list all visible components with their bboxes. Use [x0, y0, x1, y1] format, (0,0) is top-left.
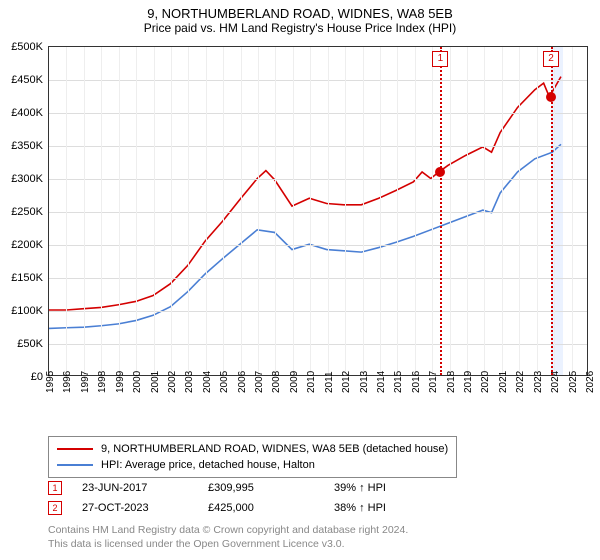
- x-tick: 2007: [254, 371, 265, 393]
- x-tick: 2025: [568, 371, 579, 393]
- sale-row: 1 23-JUN-2017 £309,995 39% ↑ HPI: [48, 478, 588, 498]
- sales-table: 1 23-JUN-2017 £309,995 39% ↑ HPI 2 27-OCT-202…: [48, 478, 588, 518]
- y-tick: £400K: [11, 107, 49, 119]
- x-tick: 2017: [428, 371, 439, 393]
- x-tick: 1999: [115, 371, 126, 393]
- attribution-line: Contains HM Land Registry data © Crown c…: [48, 524, 588, 538]
- x-tick: 2010: [306, 371, 317, 393]
- x-tick: 2009: [289, 371, 300, 393]
- sale-marker: [435, 167, 445, 177]
- x-tick: 2006: [237, 371, 248, 393]
- sale-badge: 2: [543, 51, 559, 67]
- sale-marker: [546, 92, 556, 102]
- legend-swatch: [57, 448, 93, 450]
- x-tick: 2022: [515, 371, 526, 393]
- legend-row: 9, NORTHUMBERLAND ROAD, WIDNES, WA8 5EB …: [57, 441, 448, 457]
- chart-title: 9, NORTHUMBERLAND ROAD, WIDNES, WA8 5EB: [0, 0, 600, 21]
- x-tick: 2002: [167, 371, 178, 393]
- x-tick: 2000: [132, 371, 143, 393]
- sale-vline: [440, 47, 442, 375]
- sale-vs-hpi: 38% ↑ HPI: [334, 502, 452, 514]
- sale-badge: 1: [432, 51, 448, 67]
- x-tick: 2023: [533, 371, 544, 393]
- chart-subtitle: Price paid vs. HM Land Registry's House …: [0, 21, 600, 39]
- sale-price: £309,995: [208, 482, 326, 494]
- sale-row: 2 27-OCT-2023 £425,000 38% ↑ HPI: [48, 498, 588, 518]
- x-tick: 2005: [219, 371, 230, 393]
- chart-legend: 9, NORTHUMBERLAND ROAD, WIDNES, WA8 5EB …: [48, 436, 457, 478]
- x-tick: 2004: [202, 371, 213, 393]
- x-tick: 2018: [446, 371, 457, 393]
- x-tick: 2021: [498, 371, 509, 393]
- x-tick: 2011: [324, 371, 335, 393]
- legend-label: HPI: Average price, detached house, Halt…: [101, 459, 315, 471]
- y-tick: £250K: [11, 206, 49, 218]
- x-tick: 2019: [463, 371, 474, 393]
- y-tick: £150K: [11, 272, 49, 284]
- x-tick: 2003: [184, 371, 195, 393]
- sale-date: 23-JUN-2017: [82, 482, 200, 494]
- y-tick: £450K: [11, 74, 49, 86]
- y-tick: £50K: [17, 338, 49, 350]
- x-tick: 2001: [150, 371, 161, 393]
- x-tick: 2013: [359, 371, 370, 393]
- x-tick: 1998: [97, 371, 108, 393]
- attribution-text: Contains HM Land Registry data © Crown c…: [48, 524, 588, 551]
- sale-date: 27-OCT-2023: [82, 502, 200, 514]
- sale-index-box: 2: [48, 501, 62, 515]
- chart-plot-area: £0£50K£100K£150K£200K£250K£300K£350K£400…: [48, 46, 588, 376]
- sale-vs-hpi: 39% ↑ HPI: [334, 482, 452, 494]
- legend-row: HPI: Average price, detached house, Halt…: [57, 457, 448, 473]
- legend-label: 9, NORTHUMBERLAND ROAD, WIDNES, WA8 5EB …: [101, 443, 448, 455]
- x-tick: 1996: [62, 371, 73, 393]
- y-tick: £200K: [11, 239, 49, 251]
- x-tick: 2014: [376, 371, 387, 393]
- x-tick: 1997: [80, 371, 91, 393]
- legend-swatch: [57, 464, 93, 466]
- x-tick: 2008: [271, 371, 282, 393]
- x-tick: 1995: [45, 371, 56, 393]
- x-tick: 2020: [480, 371, 491, 393]
- y-tick: £100K: [11, 305, 49, 317]
- x-tick: 2012: [341, 371, 352, 393]
- x-tick: 2026: [585, 371, 596, 393]
- sale-price: £425,000: [208, 502, 326, 514]
- x-tick: 2016: [411, 371, 422, 393]
- y-tick: £500K: [11, 41, 49, 53]
- x-tick: 2015: [393, 371, 404, 393]
- y-tick: £350K: [11, 140, 49, 152]
- attribution-line: This data is licensed under the Open Gov…: [48, 538, 588, 552]
- sale-index-box: 1: [48, 481, 62, 495]
- y-tick: £300K: [11, 173, 49, 185]
